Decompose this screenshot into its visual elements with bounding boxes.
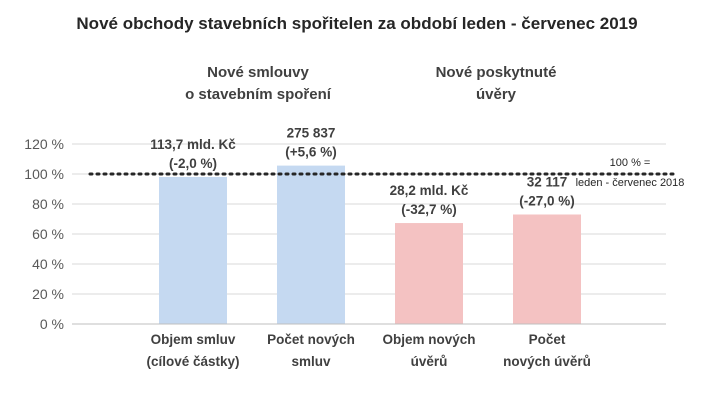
y-tick-label: 20 % bbox=[32, 286, 64, 302]
group-label-loans-line1: Nové poskytnuté bbox=[435, 64, 557, 81]
bar bbox=[513, 214, 581, 324]
reference-label-line2: leden - červenec 2018 bbox=[576, 177, 685, 189]
bar bbox=[159, 177, 227, 324]
data-label-change: (-32,7 %) bbox=[401, 202, 457, 217]
y-tick-label: 0 % bbox=[40, 316, 64, 332]
reference-label-line1: 100 % = bbox=[610, 157, 651, 169]
x-category-label: Počet bbox=[529, 332, 566, 347]
group-label-contracts: Nové smlouvy o stavebním spoření bbox=[148, 62, 368, 106]
y-tick-label: 60 % bbox=[32, 226, 64, 242]
group-label-contracts-line2: o stavebním spoření bbox=[185, 86, 331, 103]
data-label-change: (-2,0 %) bbox=[169, 156, 217, 171]
y-tick-label: 40 % bbox=[32, 256, 64, 272]
data-label-value: 275 837 bbox=[287, 126, 336, 141]
y-tick-label: 120 % bbox=[24, 136, 64, 152]
data-label-change: (-27,0 %) bbox=[519, 194, 575, 209]
y-tick-label: 80 % bbox=[32, 196, 64, 212]
group-label-loans: Nové poskytnuté úvěry bbox=[386, 62, 606, 106]
x-category-label: Objem smluv bbox=[151, 332, 236, 347]
group-label-contracts-line1: Nové smlouvy bbox=[207, 64, 309, 81]
data-label-change: (+5,6 %) bbox=[285, 145, 336, 160]
bar bbox=[395, 223, 463, 324]
data-label-value: 32 117 bbox=[527, 175, 568, 190]
x-category-label: smluv bbox=[291, 354, 331, 369]
x-category-label: úvěrů bbox=[411, 354, 448, 369]
bar bbox=[277, 165, 345, 324]
x-category-label: Počet nových bbox=[267, 332, 355, 347]
x-category-label: Objem nových bbox=[382, 332, 475, 347]
data-label-value: 28,2 mld. Kč bbox=[390, 183, 469, 198]
chart-title: Nové obchody stavebních spořitelen za ob… bbox=[76, 14, 638, 33]
group-label-loans-line2: úvěry bbox=[475, 86, 517, 103]
data-label-value: 113,7 mld. Kč bbox=[150, 137, 236, 152]
x-category-label: nových úvěrů bbox=[503, 354, 591, 369]
x-category-label: (cílové částky) bbox=[146, 354, 239, 369]
y-tick-label: 100 % bbox=[24, 166, 64, 182]
